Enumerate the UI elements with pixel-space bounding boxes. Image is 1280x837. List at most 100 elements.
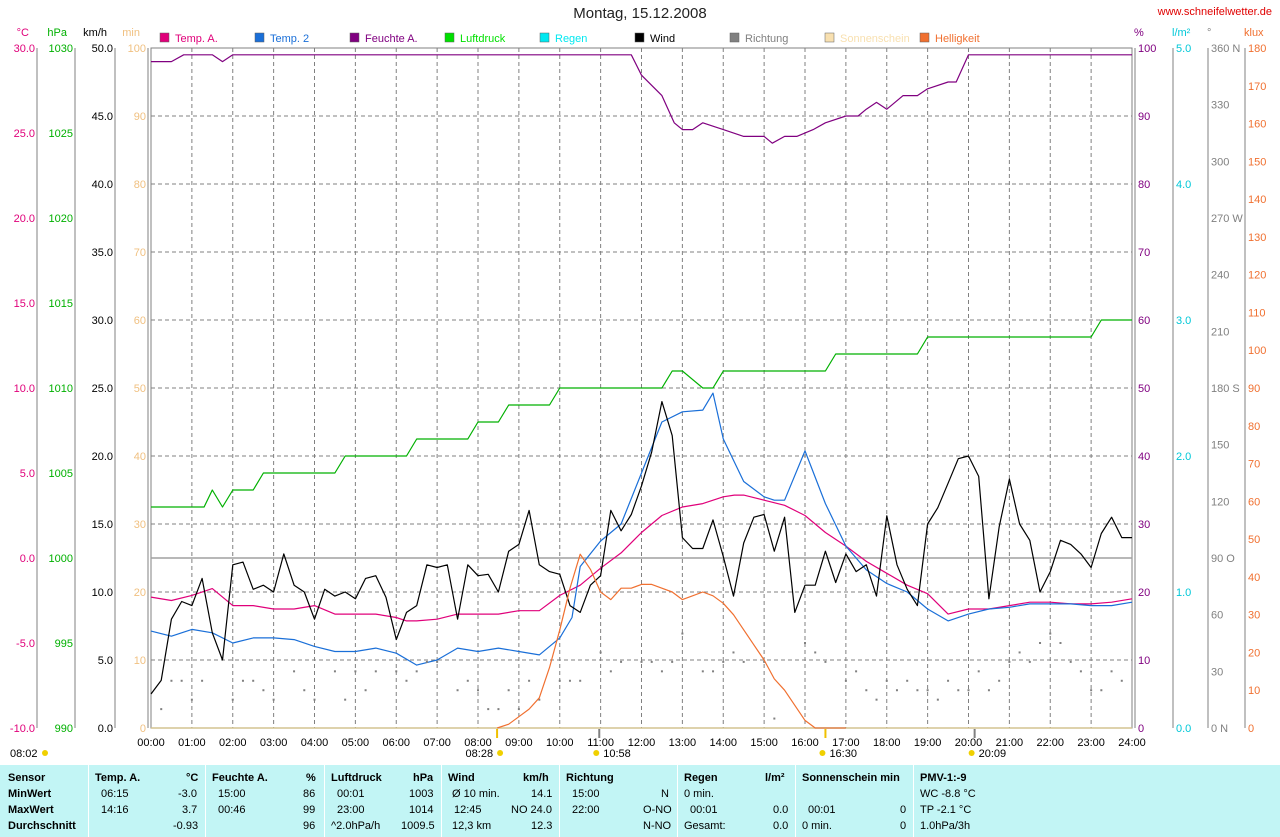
wind-direction-dot: [844, 679, 847, 682]
wind-direction-dot: [855, 670, 858, 673]
stats-luftdruck-min-time: 00:01: [337, 788, 365, 800]
stats-richtung-r2-value: O-NO: [643, 804, 672, 816]
wind-direction-dot: [742, 660, 745, 663]
series-line-luftdruck: [151, 319, 1132, 508]
moonset-marker-label: 10:58: [603, 748, 631, 760]
legend-label: Helligkeit: [935, 33, 980, 45]
stats-temp-unit: °C: [186, 772, 199, 784]
axis-tick-label-right: 90: [1138, 111, 1150, 123]
wind-direction-dot: [609, 670, 612, 673]
stats-richtung-header: Richtung: [566, 772, 614, 784]
series-line-feuchte-a-: [151, 54, 1132, 144]
legend-swatch: [349, 32, 360, 43]
wind-direction-dot: [681, 632, 684, 635]
x-tick-label: 04:00: [301, 737, 329, 749]
axis-tick-label-right: 210: [1211, 326, 1229, 338]
stats-temp-max-time: 14:16: [101, 804, 129, 816]
wind-direction-dot: [957, 689, 960, 692]
axis-tick-label-right: 30: [1248, 610, 1260, 622]
x-tick-label: 24:00: [1118, 737, 1146, 749]
legend-label: Temp. 2: [270, 33, 309, 45]
wind-direction-dot: [1079, 670, 1082, 673]
axis-tick-label-left: 10: [134, 655, 146, 667]
axis-tick-label-right: 120: [1248, 270, 1266, 282]
axis-tick-label-right: 4.0: [1176, 179, 1191, 191]
stats-row-avg: Durchschnitt: [8, 820, 76, 832]
axis-tick-label-right: 270 W: [1211, 213, 1243, 225]
axis-tick-label-right: 3.0: [1176, 315, 1191, 327]
series-line-temp-a-: [150, 494, 1133, 622]
axis-tick-label-right: 180: [1248, 43, 1266, 55]
wind-direction-dot: [333, 670, 336, 673]
chart-title: Montag, 15.12.2008: [573, 5, 707, 22]
axis-tick-label-left: 60: [134, 315, 146, 327]
wind-direction-dot: [599, 651, 602, 654]
wind-direction-dot: [1018, 651, 1021, 654]
wind-direction-dot: [293, 670, 296, 673]
stats-wind-row3-label: 12,3 km: [452, 820, 492, 832]
axis-tick-label-left: 20.0: [92, 451, 113, 463]
axis-tick-label-left: 15.0: [14, 298, 35, 310]
axis-tick-label-right: 90: [1248, 383, 1260, 395]
axis-tick-label-left: 30: [134, 519, 146, 531]
axis-tick-label-right: 70: [1138, 247, 1150, 259]
legend-label: Richtung: [745, 33, 788, 45]
stats-luftdruck-max: 1014: [409, 804, 434, 816]
stats-wind-row1-value: 14.1: [531, 788, 553, 800]
axis-unit-label-right: °: [1207, 27, 1211, 39]
x-tick-label: 00:00: [137, 737, 165, 749]
stats-temp-min: -3.0: [178, 788, 197, 800]
axis-tick-label-right: 20: [1138, 587, 1150, 599]
axis-unit-label-left: km/h: [83, 27, 107, 39]
axis-tick-label-right: 110: [1248, 307, 1266, 319]
axis-tick-label-left: 100: [128, 43, 146, 55]
axis-tick-label-left: 25.0: [14, 128, 35, 140]
stats-regen-r2-time: 00:01: [690, 804, 718, 816]
x-tick-label: 14:00: [709, 737, 737, 749]
stats-richtung-r2-time: 22:00: [572, 804, 600, 816]
wind-direction-dot: [650, 660, 653, 663]
axis-tick-label-left: 40.0: [92, 179, 113, 191]
x-tick-label: 17:00: [832, 737, 860, 749]
legend-swatch: [159, 32, 170, 43]
axis-tick-label-right: 100: [1248, 345, 1266, 357]
axis-tick-label-left: 1000: [49, 553, 73, 565]
stats-row-min: MinWert: [8, 788, 52, 800]
stats-luftdruck-header: Luftdruck: [331, 772, 382, 784]
axis-tick-label-left: 10.0: [92, 587, 113, 599]
series-line-temp-2: [150, 392, 1133, 666]
wind-direction-dot: [824, 660, 827, 663]
axis-tick-label-left: 1005: [49, 468, 73, 480]
sunset-marker-label: 16:30: [829, 748, 857, 760]
stats-temp-avg: -0.93: [173, 820, 199, 832]
wind-direction-dot: [1120, 679, 1123, 682]
weather-chart: -10.0 -5.0 0.0 5.0 10.0 15.0 20.0 25.0 30.0 °C 990…: [10, 27, 1266, 760]
axis-tick-label-right: 150: [1211, 440, 1229, 452]
x-tick-label: 05:00: [342, 737, 370, 749]
axis-tick-label-right: 10: [1138, 655, 1150, 667]
legend-label: Luftdruck: [460, 33, 506, 45]
wind-direction-dot: [671, 660, 674, 663]
wind-direction-dot: [568, 679, 571, 682]
axis-tick-label-left: 25.0: [92, 383, 113, 395]
wind-direction-dot: [425, 660, 428, 663]
stats-wind-row1-label: Ø 10 min.: [452, 788, 500, 800]
stats-feuchte-max: 99: [303, 804, 316, 816]
stats-wind-row3-value: 12.3: [531, 820, 553, 832]
stats-pmv-r2: TP -2.1 °C: [920, 804, 972, 816]
axis-tick-label-left: 0: [140, 723, 146, 735]
site-link[interactable]: www.schneifelwetter.de: [1157, 6, 1272, 18]
stats-feuchte-unit: %: [306, 772, 316, 784]
axis-tick-label-left: -5.0: [16, 638, 35, 650]
x-tick-label: 12:00: [628, 737, 656, 749]
axis-tick-label-right: 170: [1248, 81, 1266, 93]
wind-direction-dot: [773, 717, 776, 720]
wind-direction-dot: [497, 708, 500, 711]
x-tick-label: 16:00: [791, 737, 819, 749]
axis-tick-label-left: 0.0: [20, 553, 35, 565]
axis-tick-label-left: 30.0: [14, 43, 35, 55]
stats-pmv-r3: 1.0hPa/3h: [920, 820, 971, 832]
legend-label: Regen: [555, 33, 587, 45]
stats-sonne-header: Sonnenschein min: [802, 772, 900, 784]
legend-swatch: [824, 32, 835, 43]
